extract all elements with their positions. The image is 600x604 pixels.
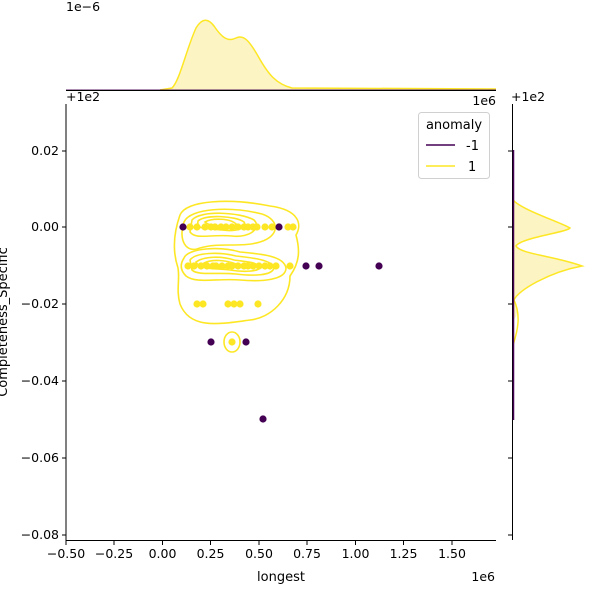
kde-contours xyxy=(173,200,300,353)
right-marginal-offset-label: +1e2 xyxy=(511,89,545,104)
x-tick-label: 0.00 xyxy=(149,546,177,561)
legend-label-normal: 1 xyxy=(468,160,476,175)
top-marginal-scale-label: 1e−6 xyxy=(66,0,100,14)
top-marginal-kde: 1e−6 +1e2 xyxy=(66,0,497,104)
y-tick-labels: 0.02 0.00 −0.02 −0.04 −0.06 −0.08 xyxy=(21,143,59,542)
y-tick-label: −0.02 xyxy=(21,296,59,311)
x-scale-label: 1e6 xyxy=(471,569,495,584)
x-tick-label: 1.00 xyxy=(342,546,370,561)
x-tick-label: 0.50 xyxy=(245,546,273,561)
top-marginal-offset-label: +1e2 xyxy=(66,89,100,104)
y-tick-label: −0.04 xyxy=(21,373,59,388)
x-tick-label: −0.50 xyxy=(47,546,85,561)
right-marginal-kde: +1e2 xyxy=(508,89,585,540)
x-tick-label: 1.50 xyxy=(438,546,466,561)
y-tick-label: 0.02 xyxy=(31,143,59,158)
y-tick-label: −0.08 xyxy=(21,527,59,542)
y-axis-label: Completeness_Specific xyxy=(0,247,11,397)
y-tick-label: −0.06 xyxy=(21,450,59,465)
y-tick-label: 0.00 xyxy=(31,219,59,234)
x-axis-label: longest xyxy=(257,570,305,585)
x-tick-labels: −0.50 −0.25 0.00 0.25 0.50 0.75 1.00 1.2… xyxy=(47,546,466,561)
x-tick-label: −0.25 xyxy=(95,546,133,561)
x-scale-label-top: 1e6 xyxy=(472,93,496,108)
legend: anomaly -1 1 xyxy=(418,112,490,179)
x-tick-label: 1.25 xyxy=(390,546,418,561)
scatter-points-normal xyxy=(184,223,297,346)
x-tick-label: 0.25 xyxy=(197,546,225,561)
main-axes: −0.50 −0.25 0.00 0.25 0.50 0.75 1.00 1.2… xyxy=(0,93,496,585)
legend-title: anomaly xyxy=(426,118,482,133)
scatter-points-anomaly xyxy=(179,223,383,423)
x-tick-label: 0.75 xyxy=(293,546,321,561)
legend-label-anomaly: -1 xyxy=(466,139,479,154)
